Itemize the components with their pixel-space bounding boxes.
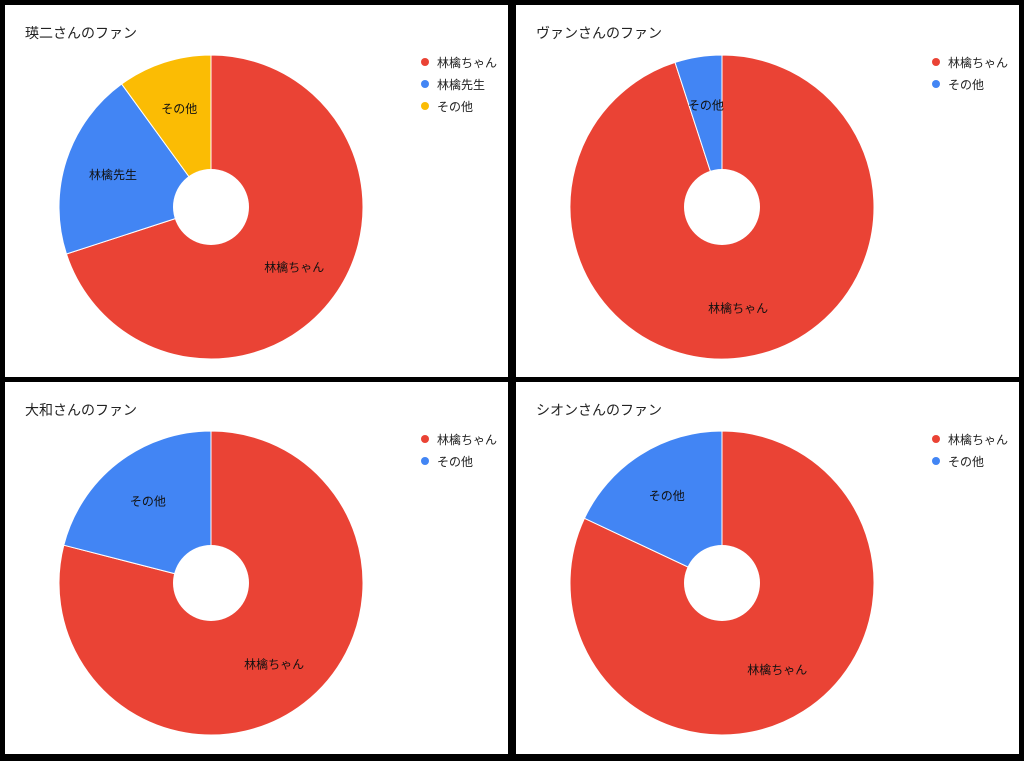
legend-label: 林檎ちゃん	[948, 432, 1009, 447]
legend-label: 林檎先生	[437, 77, 486, 92]
donut-chart: 林檎ちゃん その他	[569, 430, 875, 736]
legend-label: その他	[948, 77, 985, 92]
legend-swatch	[932, 457, 940, 465]
slice-label-0: 林檎ちゃん	[244, 656, 304, 671]
legend-label: その他	[437, 454, 474, 469]
legend-item: 林檎ちゃん	[421, 428, 497, 450]
donut-hole	[684, 169, 760, 245]
legend-item: 林檎先生	[421, 73, 497, 95]
legend-label: 林檎ちゃん	[437, 55, 498, 70]
chart-legend: 林檎ちゃん その他	[932, 51, 1008, 95]
slice-1	[674, 54, 723, 208]
legend-swatch	[421, 102, 429, 110]
legend-swatch	[932, 80, 940, 88]
legend-item: その他	[421, 450, 497, 472]
chart-legend: 林檎ちゃん その他	[932, 428, 1008, 472]
slice-2	[120, 54, 212, 209]
donut-chart: 林檎ちゃん その他	[58, 430, 364, 736]
chart-legend: 林檎ちゃん その他	[421, 428, 497, 472]
legend-swatch	[421, 80, 429, 88]
slice-label-1: その他	[688, 98, 724, 112]
legend-item: 林檎ちゃん	[932, 51, 1008, 73]
chart-title: ヴァンさんのファン	[536, 26, 662, 42]
legend-item: 林檎ちゃん	[932, 428, 1008, 450]
legend-swatch	[932, 58, 940, 66]
slice-1	[583, 430, 723, 584]
slice-label-1: 林檎先生	[89, 167, 137, 182]
legend-label: 林檎ちゃん	[437, 432, 498, 447]
legend-swatch	[932, 435, 940, 443]
slice-label-1: その他	[649, 489, 685, 503]
donut-chart: 林檎ちゃん 林檎先生 その他	[58, 54, 364, 360]
chart-panel-yamato: 大和さんのファン 林檎ちゃん その他 林檎ちゃん その他	[5, 382, 508, 754]
legend-swatch	[421, 435, 429, 443]
chart-panel-shion: シオンさんのファン 林檎ちゃん その他 林檎ちゃん その他	[516, 382, 1019, 754]
slice-1	[63, 430, 212, 584]
chart-panel-eiji: 瑛二さんのファン 林檎ちゃん 林檎先生 その他 林檎ちゃん 林檎先生 その他	[5, 5, 508, 377]
legend-label: その他	[948, 454, 985, 469]
chart-title: 大和さんのファン	[25, 403, 137, 419]
slice-label-0: 林檎ちゃん	[708, 301, 768, 316]
chart-legend: 林檎ちゃん林檎先生その他	[421, 51, 497, 117]
legend-item: 林檎ちゃん	[421, 51, 497, 73]
legend-item: その他	[421, 95, 497, 117]
slice-label-0: 林檎ちゃん	[747, 662, 807, 677]
slice-label-2: その他	[161, 102, 197, 116]
legend-label: 林檎ちゃん	[948, 55, 1009, 70]
donut-hole	[173, 169, 249, 245]
chart-title: シオンさんのファン	[536, 403, 662, 419]
chart-panel-van: ヴァンさんのファン 林檎ちゃん その他 林檎ちゃん その他	[516, 5, 1019, 377]
legend-item: その他	[932, 450, 1008, 472]
slice-1	[58, 83, 212, 255]
legend-swatch	[421, 58, 429, 66]
legend-swatch	[421, 457, 429, 465]
slice-label-1: その他	[130, 495, 166, 509]
slice-label-0: 林檎ちゃん	[264, 260, 324, 275]
chart-title: 瑛二さんのファン	[25, 26, 137, 42]
donut-hole	[684, 545, 760, 621]
legend-item: その他	[932, 73, 1008, 95]
donut-hole	[173, 545, 249, 621]
donut-chart: 林檎ちゃん その他	[569, 54, 875, 360]
slice-0	[58, 430, 364, 736]
legend-label: その他	[437, 99, 474, 114]
